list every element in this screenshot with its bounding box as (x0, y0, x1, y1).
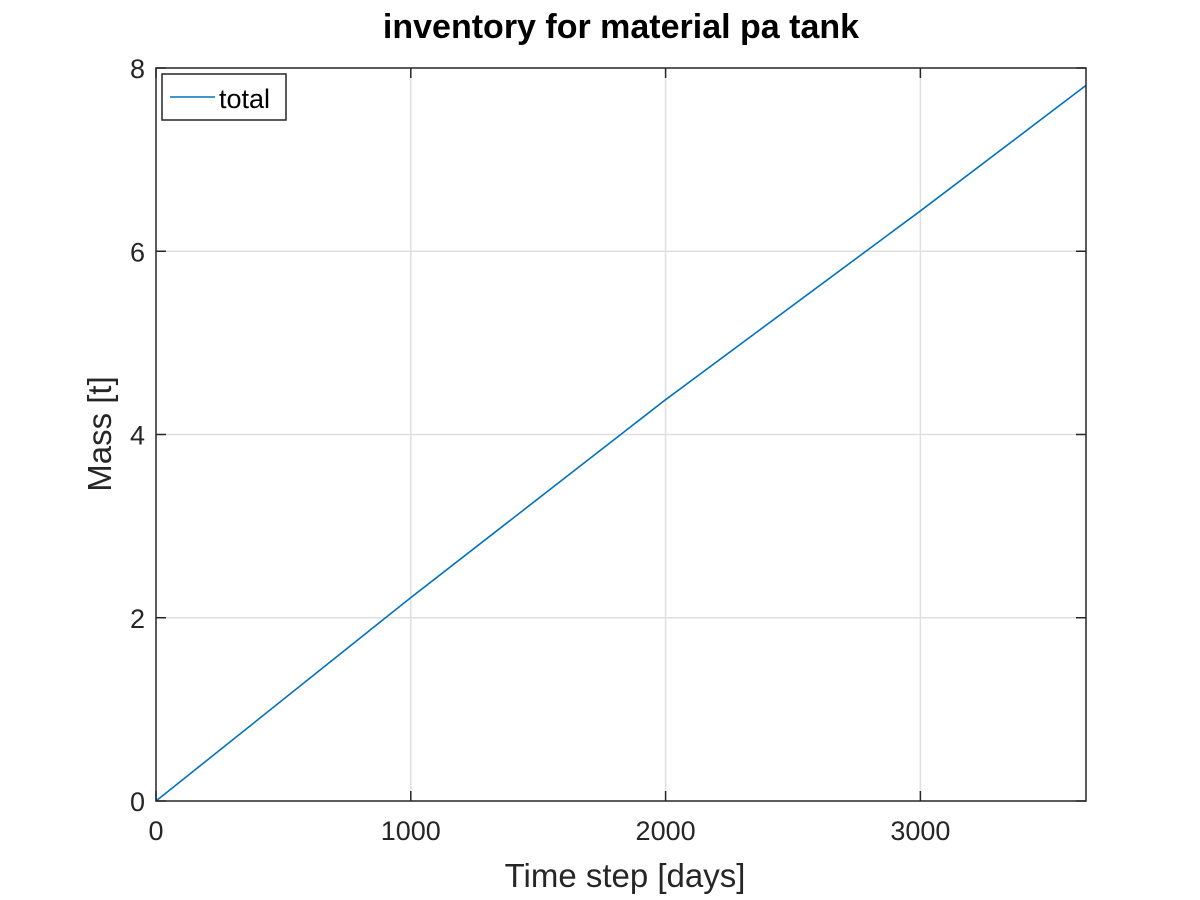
series-line-total (155, 84, 1087, 802)
chart-title: inventory for material pa tank (383, 8, 859, 46)
tick-marks (155, 67, 1086, 802)
x-tick-labels: 0 1000 2000 3000 (148, 816, 950, 846)
data-series (155, 84, 1087, 802)
y-tick-label: 2 (130, 604, 145, 634)
x-tick-label: 3000 (890, 816, 950, 846)
y-tick-labels: 0 2 4 6 8 (130, 54, 145, 817)
grid-lines (156, 68, 1086, 801)
x-tick-label: 0 (148, 816, 163, 846)
y-tick-label: 8 (130, 54, 145, 84)
x-tick-label: 1000 (381, 816, 441, 846)
x-tick-label: 2000 (636, 816, 696, 846)
plot-area (155, 67, 1087, 802)
y-axis-label: Mass [t] (81, 376, 118, 492)
x-axis-label: Time step [days] (505, 857, 746, 894)
legend: total (161, 73, 287, 121)
y-tick-label: 6 (130, 237, 145, 267)
y-tick-label: 0 (130, 787, 145, 817)
y-tick-label: 4 (130, 421, 145, 451)
legend-label-total: total (219, 84, 270, 114)
